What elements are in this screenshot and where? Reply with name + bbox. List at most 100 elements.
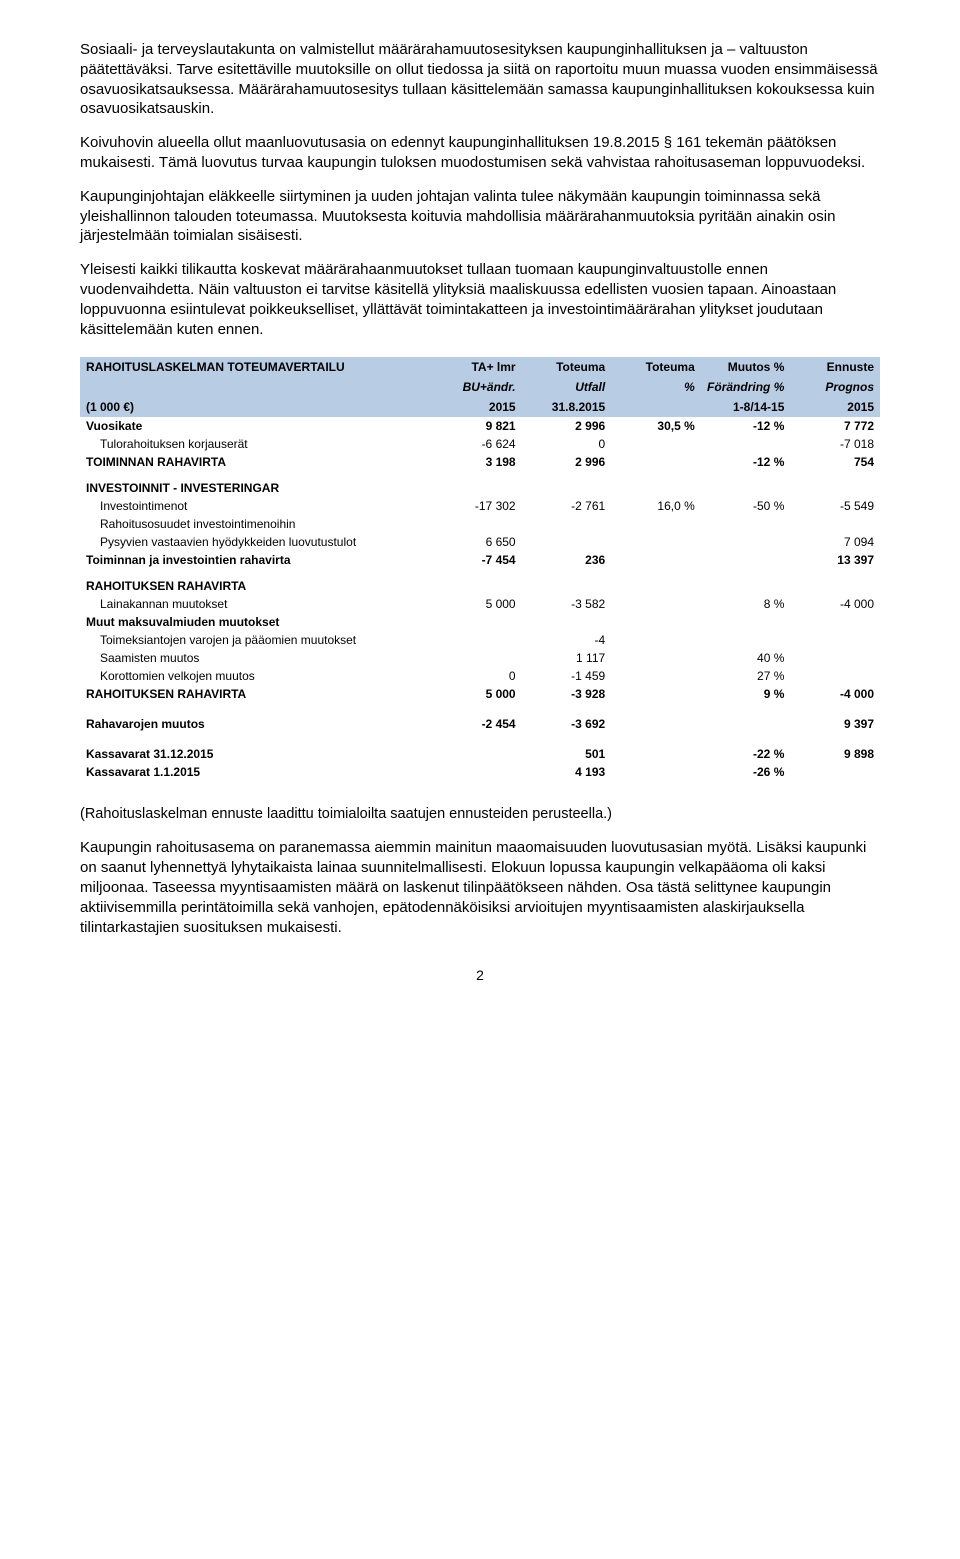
cell: 6 650 [432, 533, 522, 551]
paragraph-1: Sosiaali- ja terveyslautakunta on valmis… [80, 40, 880, 119]
cell-label: Toiminnan ja investointien rahavirta [80, 551, 432, 569]
cell [611, 685, 701, 703]
cell: -4 000 [790, 595, 880, 613]
cell [522, 515, 612, 533]
row-rahrv-header: RAHOITUKSEN RAHAVIRTA [80, 569, 880, 595]
cell: 1 117 [522, 649, 612, 667]
cell: -4 [522, 631, 612, 649]
header-prognos: Prognos [790, 377, 880, 397]
table-footnote: (Rahoituslaskelman ennuste laadittu toim… [80, 805, 880, 824]
cell-label: Pysyvien vastaavien hyödykkeiden luovutu… [80, 533, 432, 551]
cell [701, 631, 791, 649]
row-korottomien: Korottomien velkojen muutos 0 -1 459 27 … [80, 667, 880, 685]
cell: -3 928 [522, 685, 612, 703]
cell [432, 763, 522, 781]
cell [432, 631, 522, 649]
cell: 0 [522, 435, 612, 453]
cell [701, 715, 791, 733]
row-rahavarmuutos: Rahavarojen muutos -2 454 -3 692 9 397 [80, 715, 880, 733]
cell-label: TOIMINNAN RAHAVIRTA [80, 453, 432, 471]
row-rahrv-sum: RAHOITUKSEN RAHAVIRTA 5 000 -3 928 9 % -… [80, 685, 880, 703]
cell: -22 % [701, 745, 791, 763]
cell: 501 [522, 745, 612, 763]
cell: 9 % [701, 685, 791, 703]
cell: 5 000 [432, 595, 522, 613]
cell [701, 533, 791, 551]
cell: -50 % [701, 497, 791, 515]
cell-label: RAHOITUKSEN RAHAVIRTA [80, 685, 432, 703]
cell: 7 772 [790, 417, 880, 435]
cell-label: Korottomien velkojen muutos [80, 667, 432, 685]
cell: 2 996 [522, 453, 612, 471]
cell: -1 459 [522, 667, 612, 685]
cell: -7 454 [432, 551, 522, 569]
header-muutos: Muutos % [701, 357, 791, 377]
cell-label: Rahavarojen muutos [80, 715, 432, 733]
row-investmenot: Investointimenot -17 302 -2 761 16,0 % -… [80, 497, 880, 515]
cell [611, 631, 701, 649]
row-toimrv: TOIMINNAN RAHAVIRTA 3 198 2 996 -12 % 75… [80, 453, 880, 471]
cell: 8 % [701, 595, 791, 613]
cell: 27 % [701, 667, 791, 685]
cell [611, 667, 701, 685]
cell: -12 % [701, 453, 791, 471]
cell-label: Kassavarat 31.12.2015 [80, 745, 432, 763]
cell: 3 198 [432, 453, 522, 471]
row-rahosuudet: Rahoitusosuudet investointimenoihin [80, 515, 880, 533]
header-utfall: Utfall [522, 377, 612, 397]
row-tulorah: Tulorahoituksen korjauserät -6 624 0 -7 … [80, 435, 880, 453]
cell: -26 % [701, 763, 791, 781]
cell: 9 397 [790, 715, 880, 733]
row-pysvast: Pysyvien vastaavien hyödykkeiden luovutu… [80, 533, 880, 551]
cell [432, 515, 522, 533]
cell-label: Kassavarat 1.1.2015 [80, 763, 432, 781]
cell-label: Rahoitusosuudet investointimenoihin [80, 515, 432, 533]
cell: 0 [432, 667, 522, 685]
row-toiminv: Toiminnan ja investointien rahavirta -7 … [80, 551, 880, 569]
header-title: RAHOITUSLASKELMAN TOTEUMAVERTAILU [80, 357, 432, 377]
cell [701, 435, 791, 453]
table-header-row-1: RAHOITUSLASKELMAN TOTEUMAVERTAILU TA+ lm… [80, 357, 880, 377]
header-toteuma-pct: Toteuma [611, 357, 701, 377]
cell: -4 000 [790, 685, 880, 703]
cell: 4 193 [522, 763, 612, 781]
row-muutmaks: Muut maksuvalmiuden muutokset [80, 613, 880, 631]
row-spacer [80, 733, 880, 745]
header-ennuste: Ennuste [790, 357, 880, 377]
cell: -5 549 [790, 497, 880, 515]
cell-label: Lainakannan muutokset [80, 595, 432, 613]
cell [611, 435, 701, 453]
header-title-sub [80, 377, 432, 397]
cell [790, 763, 880, 781]
cell [611, 763, 701, 781]
table-header-row-3: (1 000 €) 2015 31.8.2015 1-8/14-15 2015 [80, 397, 880, 417]
cell [611, 453, 701, 471]
document-page: Sosiaali- ja terveyslautakunta on valmis… [40, 0, 920, 1023]
row-lainakanta: Lainakannan muutokset 5 000 -3 582 8 % -… [80, 595, 880, 613]
paragraph-3: Kaupunginjohtajan eläkkeelle siirtyminen… [80, 187, 880, 246]
cell-label: RAHOITUKSEN RAHAVIRTA [80, 569, 880, 595]
cell: 2 996 [522, 417, 612, 435]
header-period: 1-8/14-15 [701, 397, 791, 417]
header-unit: (1 000 €) [80, 397, 432, 417]
header-toteuma: Toteuma [522, 357, 612, 377]
header-ta-lmr: TA+ lmr [432, 357, 522, 377]
cell [611, 551, 701, 569]
cell [790, 667, 880, 685]
header-bu-andr: BU+ändr. [432, 377, 522, 397]
header-blank [611, 397, 701, 417]
closing-paragraph: Kaupungin rahoitusasema on paranemassa a… [80, 838, 880, 937]
page-number: 2 [80, 967, 880, 983]
cell: -17 302 [432, 497, 522, 515]
cell-label: Toimeksiantojen varojen ja pääomien muut… [80, 631, 432, 649]
row-kassa3112: Kassavarat 31.12.2015 501 -22 % 9 898 [80, 745, 880, 763]
row-saamisten: Saamisten muutos 1 117 40 % [80, 649, 880, 667]
cell-label: Investointimenot [80, 497, 432, 515]
cell [701, 551, 791, 569]
table-header-row-2: BU+ändr. Utfall % Förändring % Prognos [80, 377, 880, 397]
cell: -3 582 [522, 595, 612, 613]
cell: 30,5 % [611, 417, 701, 435]
financing-table-element: RAHOITUSLASKELMAN TOTEUMAVERTAILU TA+ lm… [80, 357, 880, 781]
financing-table: RAHOITUSLASKELMAN TOTEUMAVERTAILU TA+ lm… [80, 357, 880, 781]
cell [611, 715, 701, 733]
